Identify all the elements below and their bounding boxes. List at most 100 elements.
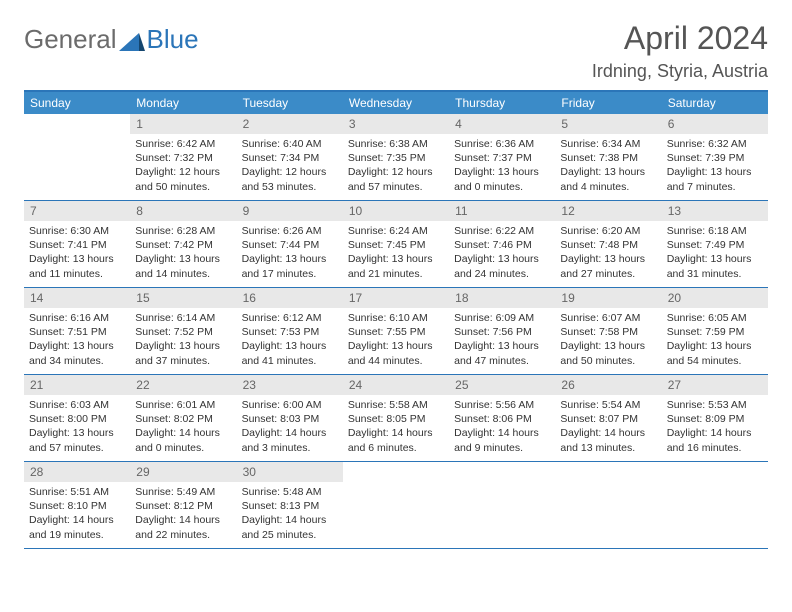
info-line: Sunset: 8:13 PM — [242, 499, 338, 513]
info-line: Daylight: 13 hours — [135, 252, 231, 266]
info-line: and 6 minutes. — [348, 441, 444, 455]
info-line: Sunrise: 6:03 AM — [29, 398, 125, 412]
info-line: Sunrise: 6:09 AM — [454, 311, 550, 325]
day-header: Monday — [130, 92, 236, 114]
info-line: and 16 minutes. — [667, 441, 763, 455]
day-cell: 18Sunrise: 6:09 AMSunset: 7:56 PMDayligh… — [449, 288, 555, 374]
info-line: Sunset: 7:48 PM — [560, 238, 656, 252]
info-line: Sunset: 7:45 PM — [348, 238, 444, 252]
info-line: Sunset: 8:02 PM — [135, 412, 231, 426]
info-line: Sunset: 7:39 PM — [667, 151, 763, 165]
info-line: and 54 minutes. — [667, 354, 763, 368]
day-info: Sunrise: 6:12 AMSunset: 7:53 PMDaylight:… — [237, 308, 343, 374]
info-line: Sunset: 7:52 PM — [135, 325, 231, 339]
info-line: Daylight: 13 hours — [667, 165, 763, 179]
day-info: Sunrise: 5:51 AMSunset: 8:10 PMDaylight:… — [24, 482, 130, 548]
logo: General Blue — [24, 24, 199, 55]
info-line: and 4 minutes. — [560, 180, 656, 194]
day-header: Thursday — [449, 92, 555, 114]
info-line: Daylight: 13 hours — [348, 252, 444, 266]
day-number: 7 — [24, 201, 130, 221]
day-info: Sunrise: 6:14 AMSunset: 7:52 PMDaylight:… — [130, 308, 236, 374]
info-line: Sunset: 7:37 PM — [454, 151, 550, 165]
info-line: Daylight: 14 hours — [667, 426, 763, 440]
info-line: and 19 minutes. — [29, 528, 125, 542]
info-line: Sunset: 8:00 PM — [29, 412, 125, 426]
day-info: Sunrise: 6:38 AMSunset: 7:35 PMDaylight:… — [343, 134, 449, 200]
month-title: April 2024 — [592, 20, 768, 57]
day-headers-row: SundayMondayTuesdayWednesdayThursdayFrid… — [24, 92, 768, 114]
day-number: 21 — [24, 375, 130, 395]
day-number: 24 — [343, 375, 449, 395]
day-cell: 2Sunrise: 6:40 AMSunset: 7:34 PMDaylight… — [237, 114, 343, 200]
info-line: and 11 minutes. — [29, 267, 125, 281]
info-line: Daylight: 13 hours — [348, 339, 444, 353]
calendar: SundayMondayTuesdayWednesdayThursdayFrid… — [24, 90, 768, 549]
day-header: Friday — [555, 92, 661, 114]
day-info: Sunrise: 6:28 AMSunset: 7:42 PMDaylight:… — [130, 221, 236, 287]
day-number: 23 — [237, 375, 343, 395]
day-number: 30 — [237, 462, 343, 482]
day-info: Sunrise: 5:49 AMSunset: 8:12 PMDaylight:… — [130, 482, 236, 548]
info-line: Sunrise: 6:14 AM — [135, 311, 231, 325]
info-line: and 50 minutes. — [135, 180, 231, 194]
day-cell — [555, 462, 661, 548]
week-row: 14Sunrise: 6:16 AMSunset: 7:51 PMDayligh… — [24, 288, 768, 375]
day-number: 14 — [24, 288, 130, 308]
info-line: and 27 minutes. — [560, 267, 656, 281]
info-line: Sunset: 8:10 PM — [29, 499, 125, 513]
info-line: Sunrise: 6:32 AM — [667, 137, 763, 151]
day-cell: 13Sunrise: 6:18 AMSunset: 7:49 PMDayligh… — [662, 201, 768, 287]
day-cell: 6Sunrise: 6:32 AMSunset: 7:39 PMDaylight… — [662, 114, 768, 200]
info-line: Sunrise: 6:38 AM — [348, 137, 444, 151]
day-cell: 7Sunrise: 6:30 AMSunset: 7:41 PMDaylight… — [24, 201, 130, 287]
info-line: Daylight: 14 hours — [560, 426, 656, 440]
day-cell: 24Sunrise: 5:58 AMSunset: 8:05 PMDayligh… — [343, 375, 449, 461]
info-line: and 22 minutes. — [135, 528, 231, 542]
day-cell: 25Sunrise: 5:56 AMSunset: 8:06 PMDayligh… — [449, 375, 555, 461]
info-line: Daylight: 14 hours — [135, 426, 231, 440]
info-line: Daylight: 13 hours — [242, 339, 338, 353]
info-line: Sunset: 7:38 PM — [560, 151, 656, 165]
info-line: and 17 minutes. — [242, 267, 338, 281]
day-number: 11 — [449, 201, 555, 221]
info-line: Sunrise: 6:07 AM — [560, 311, 656, 325]
day-number: 18 — [449, 288, 555, 308]
info-line: Daylight: 12 hours — [348, 165, 444, 179]
day-cell: 28Sunrise: 5:51 AMSunset: 8:10 PMDayligh… — [24, 462, 130, 548]
day-number: 4 — [449, 114, 555, 134]
info-line: and 31 minutes. — [667, 267, 763, 281]
day-number: 27 — [662, 375, 768, 395]
day-info: Sunrise: 6:09 AMSunset: 7:56 PMDaylight:… — [449, 308, 555, 374]
info-line: Sunrise: 6:10 AM — [348, 311, 444, 325]
day-number: 5 — [555, 114, 661, 134]
day-cell: 8Sunrise: 6:28 AMSunset: 7:42 PMDaylight… — [130, 201, 236, 287]
info-line: and 57 minutes. — [29, 441, 125, 455]
info-line: and 0 minutes. — [135, 441, 231, 455]
day-cell: 15Sunrise: 6:14 AMSunset: 7:52 PMDayligh… — [130, 288, 236, 374]
info-line: Daylight: 14 hours — [454, 426, 550, 440]
info-line: Sunset: 7:42 PM — [135, 238, 231, 252]
day-cell — [24, 114, 130, 200]
day-number: 8 — [130, 201, 236, 221]
day-info: Sunrise: 6:42 AMSunset: 7:32 PMDaylight:… — [130, 134, 236, 200]
day-number: 1 — [130, 114, 236, 134]
day-number: 17 — [343, 288, 449, 308]
info-line: Sunset: 7:35 PM — [348, 151, 444, 165]
day-cell: 26Sunrise: 5:54 AMSunset: 8:07 PMDayligh… — [555, 375, 661, 461]
day-info: Sunrise: 5:53 AMSunset: 8:09 PMDaylight:… — [662, 395, 768, 461]
info-line: and 3 minutes. — [242, 441, 338, 455]
info-line: Daylight: 12 hours — [135, 165, 231, 179]
info-line: Sunrise: 6:22 AM — [454, 224, 550, 238]
info-line: Sunrise: 6:40 AM — [242, 137, 338, 151]
logo-text-gray: General — [24, 24, 117, 55]
week-row: 1Sunrise: 6:42 AMSunset: 7:32 PMDaylight… — [24, 114, 768, 201]
day-header: Wednesday — [343, 92, 449, 114]
info-line: Daylight: 13 hours — [667, 339, 763, 353]
info-line: Sunrise: 6:20 AM — [560, 224, 656, 238]
info-line: Sunrise: 5:49 AM — [135, 485, 231, 499]
info-line: Sunrise: 6:16 AM — [29, 311, 125, 325]
info-line: Daylight: 13 hours — [29, 339, 125, 353]
day-info: Sunrise: 6:03 AMSunset: 8:00 PMDaylight:… — [24, 395, 130, 461]
info-line: Daylight: 13 hours — [29, 252, 125, 266]
